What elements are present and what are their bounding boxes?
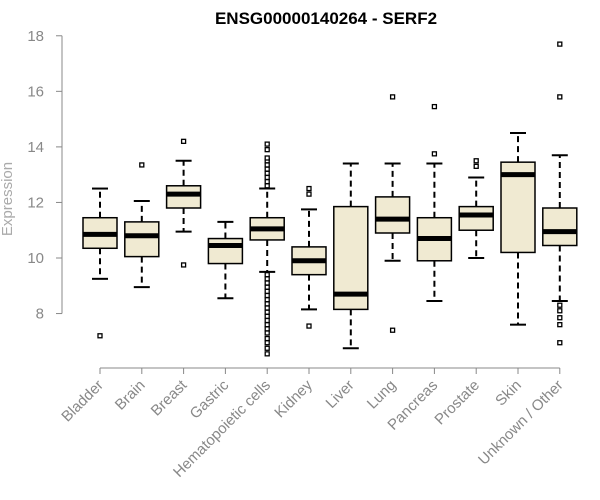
outlier-point	[180, 262, 187, 268]
outlier-point	[264, 345, 270, 351]
outlier-point	[557, 315, 563, 321]
box-liver	[333, 162, 369, 350]
outlier-point	[264, 284, 270, 290]
outlier-point	[306, 185, 312, 192]
box-skin	[500, 132, 536, 326]
iqr-box	[207, 237, 244, 265]
outlier-point	[264, 147, 270, 153]
outlier-point	[557, 41, 563, 47]
iqr-box	[124, 221, 160, 258]
outlier-point	[264, 183, 270, 189]
y-axis: 8 10 12 14 16 18	[27, 28, 63, 323]
outlier-point	[264, 280, 270, 286]
outlier-point	[139, 162, 145, 168]
box-lung	[374, 94, 411, 333]
outlier-point	[264, 170, 270, 176]
outlier-point	[264, 141, 270, 147]
x-tick-label: Lung	[364, 377, 400, 413]
outlier-point	[264, 178, 270, 185]
y-tick-label: 16	[27, 83, 44, 100]
outlier-point	[557, 308, 563, 314]
x-tick-label: Breast	[148, 376, 191, 419]
y-axis-label: Expression	[0, 162, 16, 236]
boxes-group	[82, 41, 578, 357]
outlier-point	[264, 166, 270, 172]
iqr-box	[165, 185, 202, 209]
y-tick-label: 12	[27, 194, 44, 211]
x-tick-label: Bladder	[58, 377, 107, 426]
outlier-point	[264, 351, 270, 357]
outlier-point	[180, 138, 187, 144]
outlier-point	[557, 340, 563, 346]
outlier-point	[264, 162, 270, 168]
x-tick-label: Brain	[112, 377, 149, 414]
outlier-point	[264, 276, 270, 282]
outlier-point	[389, 94, 396, 100]
outlier-point	[264, 326, 270, 332]
outlier-point	[264, 317, 270, 324]
y-tick-label: 14	[27, 139, 44, 156]
outlier-point	[97, 333, 103, 339]
outlier-point	[557, 302, 563, 308]
box-brain	[124, 162, 160, 289]
outlier-point	[264, 272, 270, 278]
outlier-point	[431, 103, 438, 110]
outlier-point	[264, 340, 270, 346]
y-tick-label: 10	[27, 250, 44, 267]
outlier-point	[306, 323, 312, 329]
x-tick-label: Skin	[492, 377, 525, 410]
outlier-point	[264, 305, 270, 311]
box-kidney	[291, 185, 327, 329]
box-bladder	[82, 187, 118, 339]
outlier-point	[473, 158, 479, 164]
box-breast	[165, 138, 202, 268]
outlier-point	[264, 313, 270, 319]
outlier-point	[264, 309, 270, 315]
y-tick-label: 8	[36, 306, 44, 323]
box-gastric	[207, 220, 244, 300]
box-pancreas	[416, 103, 453, 303]
outlier-point	[264, 292, 270, 299]
outlier-point	[264, 322, 270, 328]
x-tick-label: Prostate	[431, 377, 483, 429]
chart-title: ENSG00000140264 - SERF2	[215, 9, 437, 28]
outlier-point	[389, 327, 396, 333]
outlier-point	[306, 191, 312, 197]
outlier-point	[264, 330, 270, 336]
iqr-box	[542, 207, 578, 247]
outlier-point	[264, 155, 270, 161]
iqr-box	[374, 196, 411, 234]
outlier-point	[431, 151, 438, 157]
iqr-box	[458, 205, 494, 231]
box-prostate	[458, 158, 494, 259]
box-hematopoietic-cells	[249, 141, 285, 357]
x-tick-label: Kidney	[271, 376, 316, 421]
outlier-point	[264, 297, 270, 303]
outlier-point	[557, 322, 563, 328]
x-tick-label: Liver	[323, 377, 358, 412]
iqr-box	[500, 161, 536, 254]
outlier-point	[473, 163, 479, 169]
box-unknown-other	[542, 41, 578, 346]
outlier-point	[264, 174, 270, 181]
y-tick-label: 18	[27, 28, 44, 45]
outlier-point	[264, 288, 270, 294]
outlier-point	[557, 94, 563, 100]
outlier-point	[264, 301, 270, 307]
outlier-point	[264, 335, 270, 342]
